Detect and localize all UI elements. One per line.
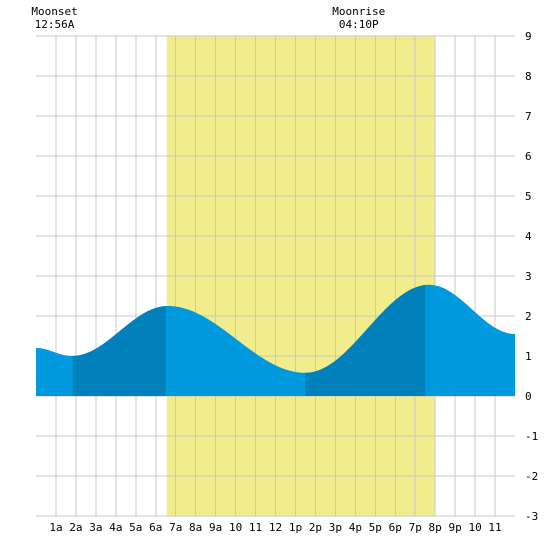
y-tick-label: -1 <box>525 430 538 443</box>
y-tick-label: -2 <box>525 470 538 483</box>
x-tick-label: 7p <box>409 521 422 534</box>
x-tick-label: 8p <box>429 521 442 534</box>
x-tick-label: 4a <box>109 521 122 534</box>
moonset-time: 12:56A <box>35 18 75 31</box>
moonset-title: Moonset <box>31 5 77 18</box>
y-tick-label: 7 <box>525 110 532 123</box>
x-tick-label: 5p <box>369 521 382 534</box>
y-tick-label: 3 <box>525 270 532 283</box>
x-tick-label: 11 <box>488 521 501 534</box>
y-tick-label: -3 <box>525 510 538 523</box>
moonrise-annotation: Moonrise 04:10P <box>332 5 385 31</box>
x-tick-label: 6p <box>389 521 402 534</box>
moonrise-time: 04:10P <box>339 18 379 31</box>
y-tick-label: 2 <box>525 310 532 323</box>
y-tick-label: 8 <box>525 70 532 83</box>
x-tick-label: 8a <box>189 521 202 534</box>
x-tick-label: 5a <box>129 521 142 534</box>
x-tick-label: 1a <box>49 521 62 534</box>
x-tick-label: 10 <box>229 521 242 534</box>
x-tick-label: 9p <box>449 521 462 534</box>
y-axis-labels: 9 8 7 6 5 4 3 2 1 0 -1 -2 -3 <box>525 30 538 523</box>
y-tick-label: 1 <box>525 350 532 363</box>
x-tick-label: 7a <box>169 521 182 534</box>
x-axis-labels: 1a 2a 3a 4a 5a 6a 7a 8a 9a 10 11 12 1p 2p 3p 4p 5p 6p 7p 8p… <box>49 521 501 534</box>
x-tick-label: 1p <box>289 521 302 534</box>
x-tick-label: 2p <box>309 521 322 534</box>
x-tick-label: 9a <box>209 521 222 534</box>
y-tick-label: 4 <box>525 230 532 243</box>
x-tick-label: 3a <box>89 521 102 534</box>
x-tick-label: 4p <box>349 521 362 534</box>
x-tick-label: 3p <box>329 521 342 534</box>
y-tick-label: 9 <box>525 30 532 43</box>
moonset-annotation: Moonset 12:56A <box>31 5 77 31</box>
x-tick-label: 2a <box>69 521 82 534</box>
y-tick-label: 5 <box>525 190 532 203</box>
y-tick-label: 0 <box>525 390 532 403</box>
x-tick-label: 6a <box>149 521 162 534</box>
x-tick-label: 10 <box>468 521 481 534</box>
y-tick-label: 6 <box>525 150 532 163</box>
moonrise-title: Moonrise <box>332 5 385 18</box>
x-tick-label: 11 <box>249 521 262 534</box>
x-tick-label: 12 <box>269 521 282 534</box>
